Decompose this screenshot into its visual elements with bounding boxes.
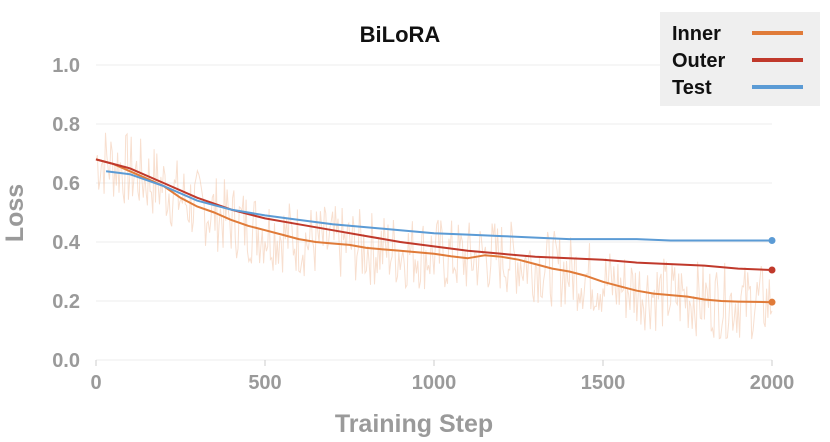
y-tick-label: 0.8	[52, 114, 80, 136]
y-axis-title: Loss	[1, 184, 29, 242]
series-endpoint-inner	[768, 298, 776, 306]
y-tick-label: 0.6	[52, 173, 80, 195]
x-tick-label: 0	[90, 372, 101, 394]
legend: Inner Outer Test	[660, 12, 820, 106]
x-tick-labels: 0 500 1000 1500 2000	[90, 372, 794, 394]
series-lines	[95, 158, 776, 306]
y-tick-label: 1.0	[52, 55, 80, 77]
y-tick-label: 0.2	[52, 291, 80, 313]
x-tick-label: 2000	[750, 372, 795, 394]
x-tick-label: 1500	[581, 372, 626, 394]
grid-lines	[95, 64, 773, 366]
series-endpoint-outer	[768, 266, 776, 274]
series-line-inner	[95, 158, 773, 304]
legend-label-test: Test	[672, 77, 712, 99]
series-line-outer	[95, 158, 773, 271]
inner-raw-noise	[95, 132, 773, 340]
series-line-test	[105, 170, 772, 242]
inner-raw-noise-line	[95, 132, 773, 340]
series-endpoint-test	[768, 237, 776, 245]
y-tick-label: 0.0	[52, 350, 80, 372]
legend-label-outer: Outer	[672, 50, 726, 72]
legend-label-inner: Inner	[672, 23, 721, 45]
y-tick-labels: 0.0 0.2 0.4 0.6 0.8 1.0	[52, 55, 81, 372]
x-tick-label: 500	[248, 372, 281, 394]
x-tick-label: 1000	[412, 372, 457, 394]
chart-title: BiLoRA	[360, 22, 441, 47]
x-axis-title: Training Step	[335, 410, 493, 438]
y-tick-label: 0.4	[52, 232, 81, 254]
